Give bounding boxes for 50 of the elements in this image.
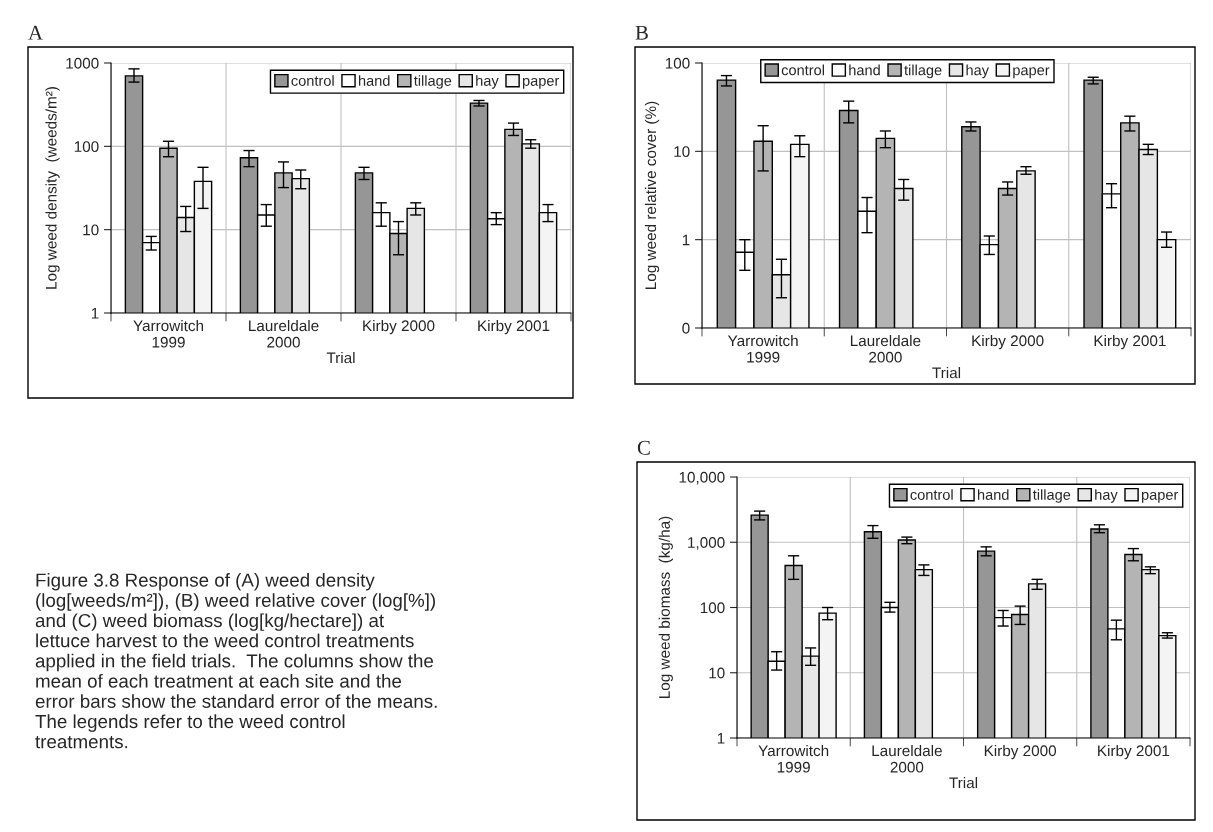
- y-tick-label: 100: [665, 57, 690, 69]
- x-axis-title: Trial: [949, 777, 978, 789]
- legend-label: hand: [978, 489, 1009, 500]
- y-axis-title: Log weed relative cover (%): [644, 101, 660, 289]
- legend-label: control: [910, 489, 953, 500]
- x-tick-label: Kirby 2001: [1098, 744, 1170, 760]
- legend-label: hay: [476, 75, 499, 89]
- legend-label: tillage: [904, 64, 942, 79]
- chart-title: C: [637, 440, 650, 455]
- x-tick-label: Yarrowitch 1999: [758, 744, 829, 773]
- y-tick-label: 100: [700, 602, 725, 614]
- x-tick-label: Yarrowitch 1999: [133, 319, 204, 348]
- legend-label: paper: [522, 77, 560, 89]
- y-tick-label: 10: [83, 224, 99, 236]
- x-tick-label: Kirby 2000: [984, 744, 1057, 760]
- legend-label: hay: [966, 64, 989, 79]
- y-tick-label: 10: [674, 146, 690, 158]
- y-tick-label: 1: [682, 234, 690, 246]
- legend-label: hand: [359, 75, 390, 86]
- x-tick-label: Yarrowitch 1999: [727, 334, 798, 363]
- x-tick-label: Kirby 2000: [363, 319, 435, 335]
- legend-label: control: [291, 75, 334, 86]
- y-tick-label: 0: [682, 322, 690, 334]
- y-tick-label: 1000: [66, 57, 99, 69]
- legend-label: paper: [1141, 491, 1179, 503]
- y-tick-label: 1: [91, 308, 99, 319]
- x-tick-label: Laureldale 2000: [872, 744, 942, 773]
- x-tick-label: Kirby 2001: [478, 319, 550, 335]
- y-tick-label: 1: [717, 733, 725, 744]
- legend-label: tillage: [413, 75, 452, 89]
- y-axis-title: Log weed biomass (kg/ha): [658, 516, 673, 698]
- legend-label: tillage: [1032, 489, 1071, 503]
- y-tick-label: 10,000: [679, 471, 725, 485]
- chart-title: B: [635, 25, 648, 40]
- chart-title: A: [28, 25, 43, 40]
- legend-label: hand: [849, 64, 880, 76]
- x-tick-label: Laureldale 2000: [850, 334, 921, 363]
- x-tick-label: Kirby 2001: [1094, 334, 1166, 350]
- y-tick-label: 100: [74, 141, 99, 153]
- legend-label: hay: [1095, 489, 1118, 503]
- y-axis-title: Log weed density (weeds/m²): [45, 87, 60, 289]
- legend-label: control: [781, 64, 824, 76]
- x-axis-title: Trial: [326, 352, 355, 364]
- x-axis-title: Trial: [932, 367, 961, 379]
- legend-label: paper: [1013, 67, 1050, 79]
- y-tick-label: 1,000: [688, 537, 725, 550]
- y-tick-label: 10: [709, 667, 725, 679]
- x-tick-label: Kirby 2000: [972, 334, 1044, 350]
- x-tick-label: Laureldale 2000: [249, 319, 319, 348]
- text: Figure 3.8 Response of (A) weed density (log[weeds/m²]), (B) weed relative cover (log[%]) and (C) weed biomass (log[kg/hectare]) at lettuce harvest to the weed control treatments applied in the field trials. The columns show the mean of each treatment at each site and the error bars show the standard error of the means. The legends refer to the weed control treatments.: [35, 573, 437, 749]
